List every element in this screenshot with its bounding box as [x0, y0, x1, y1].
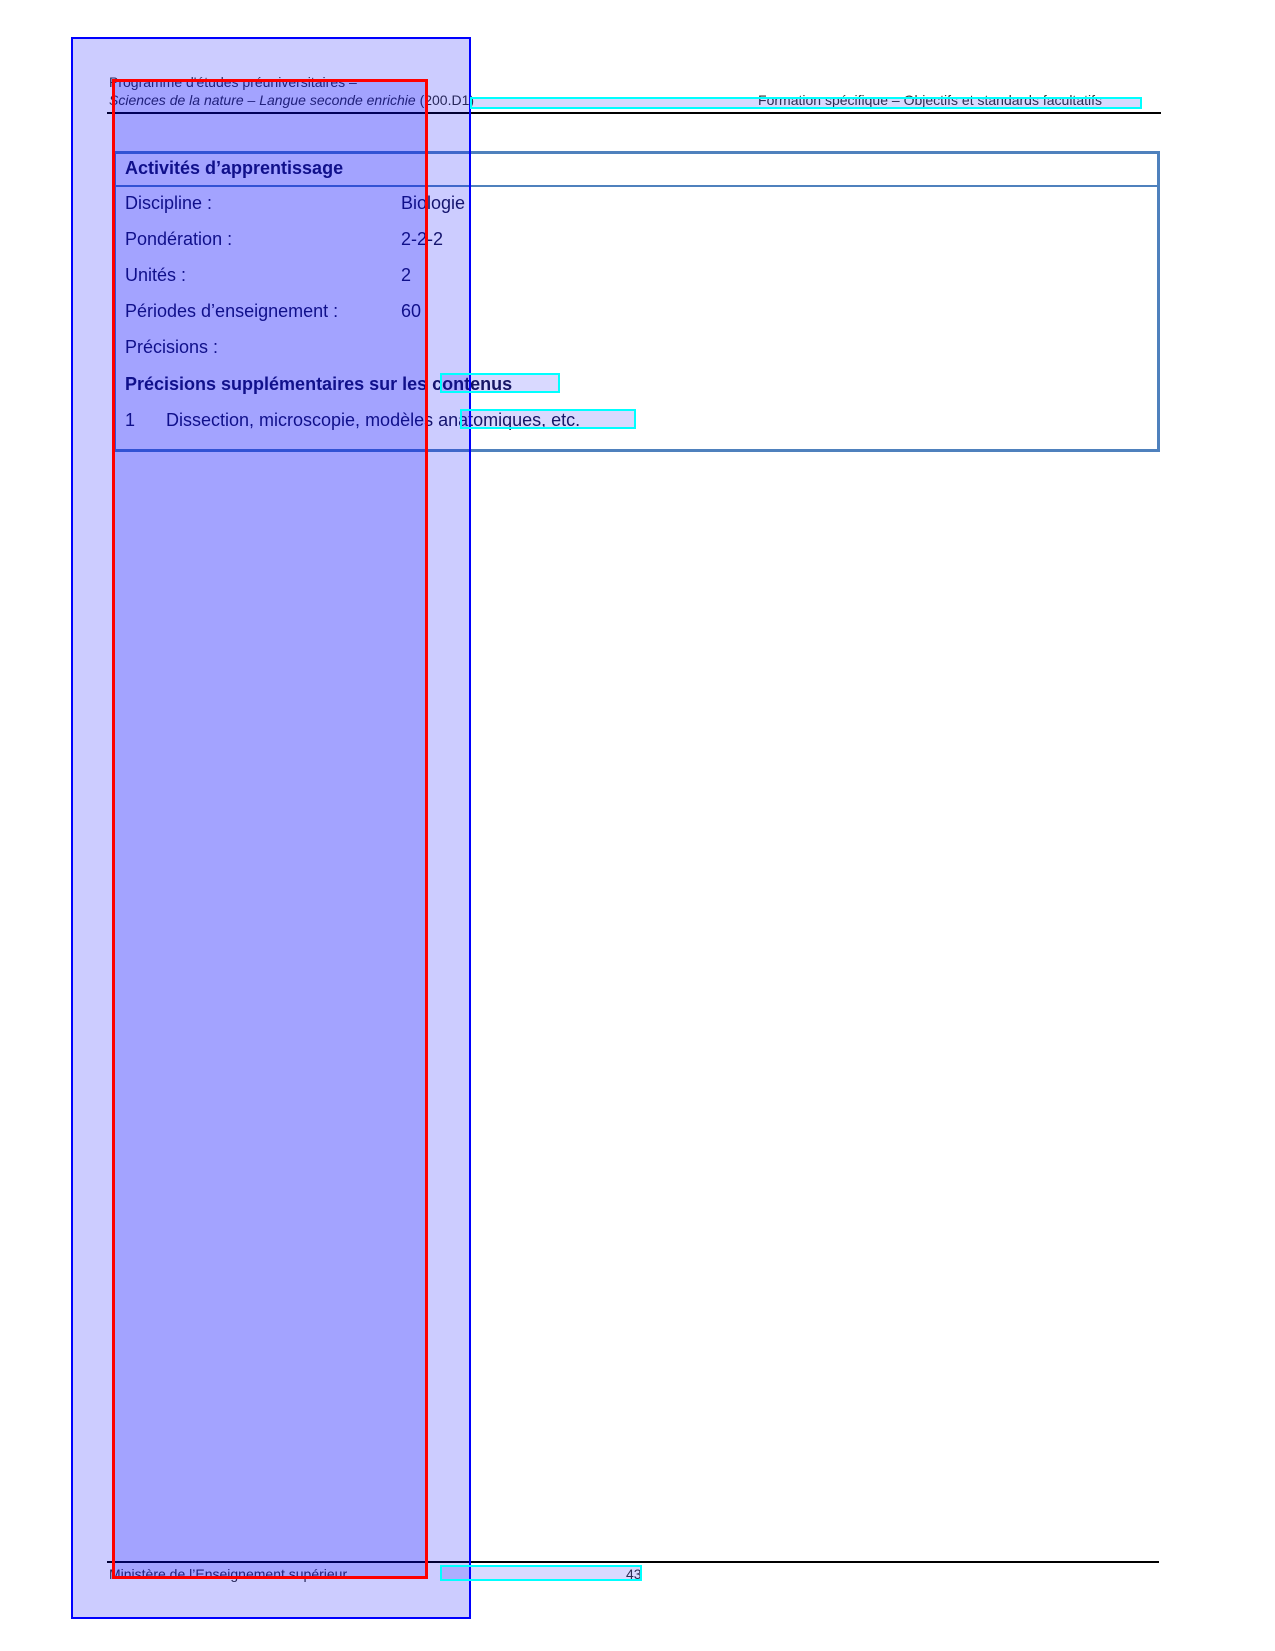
item-number: 1 — [125, 410, 136, 430]
page-number: 43 — [626, 1566, 642, 1582]
footer-ministry: Ministère de l’Enseignement supérieur — [109, 1566, 348, 1582]
activities-box-separator — [113, 185, 1160, 187]
content-subheading: Précisions supplémentaires sur les conte… — [125, 374, 513, 394]
header-program-title: Sciences de la nature – Langue seconde e… — [109, 92, 416, 108]
header-rule — [107, 112, 1161, 114]
activities-title: Activités d’apprentissage — [125, 158, 344, 178]
field-label: Périodes d’enseignement : — [125, 301, 339, 321]
footer-rule — [107, 1561, 1159, 1563]
field-value: 2-2-2 — [401, 229, 444, 249]
field-value: 60 — [401, 301, 422, 321]
header-program: Programme d'études préuniversitaires – — [109, 74, 357, 90]
item-text: Dissection, microscopie, modèles anatomi… — [166, 410, 581, 430]
field-label: Discipline : — [125, 193, 213, 213]
field-label: Précisions : — [125, 337, 219, 357]
header-program-code: (200.D1) — [419, 92, 475, 108]
header-section: Formation spécifique – Objectifs et stan… — [758, 92, 1102, 108]
field-label: Pondération : — [125, 229, 233, 249]
field-value: 2 — [401, 265, 412, 285]
overlay-footer — [440, 1565, 642, 1581]
field-label: Unités : — [125, 265, 187, 285]
header-program-name: Sciences de la nature – Langue seconde e… — [109, 92, 474, 108]
field-value: Biologie — [401, 193, 466, 213]
